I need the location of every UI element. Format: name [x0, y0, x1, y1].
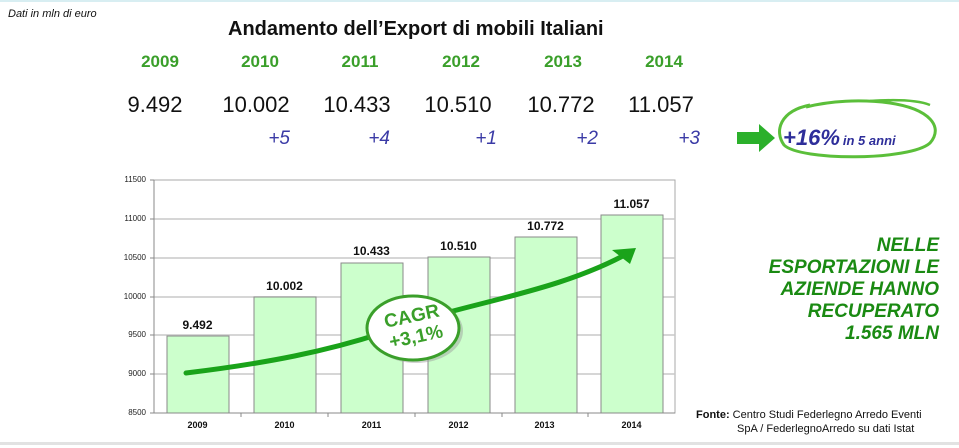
callout-line: NELLE — [876, 235, 939, 256]
source-line-1: Centro Studi Federlegno Arredo Eventi — [732, 409, 922, 421]
x-tick: 2009 — [187, 420, 208, 430]
export-bar-chart — [150, 179, 676, 417]
year-header: 2011 — [341, 52, 379, 71]
growth-percent: +16% — [783, 125, 840, 150]
y-tick: 9000 — [128, 369, 146, 378]
highlight-ring-icon — [778, 98, 937, 159]
y-tick: 11000 — [124, 214, 146, 223]
year-header: 2010 — [241, 52, 279, 71]
callout-line: AZIENDE HANNO — [780, 279, 939, 300]
bar-value-label: 10.772 — [527, 219, 564, 233]
bar-value-label: 11.057 — [613, 197, 650, 211]
growth-summary: +16% in 5 anni — [783, 125, 896, 151]
source-note: Fonte: Centro Studi Federlegno Arredo Ev… — [696, 408, 922, 436]
export-value: 10.002 — [222, 92, 290, 117]
export-value: 10.433 — [323, 92, 391, 117]
delta-value: +5 — [268, 128, 290, 149]
callout-line: ESPORTAZIONI LE — [768, 257, 939, 278]
growth-period: in 5 anni — [842, 133, 896, 148]
export-value: 11.057 — [628, 92, 694, 117]
y-tick: 9500 — [128, 330, 146, 339]
y-tick: 10500 — [123, 253, 146, 262]
export-value: 10.772 — [527, 92, 595, 117]
year-header: 2012 — [442, 52, 480, 71]
delta-value: +1 — [475, 128, 497, 149]
unit-note: Dati in mln di euro — [8, 8, 97, 20]
year-header: 2013 — [544, 52, 582, 71]
page-title: Andamento dell’Export di mobili Italiani — [228, 18, 604, 40]
delta-value: +4 — [368, 128, 390, 149]
x-tick: 2012 — [448, 420, 469, 430]
delta-value: +2 — [576, 128, 598, 149]
year-header: 2014 — [645, 52, 683, 71]
right-arrow-icon — [737, 124, 775, 152]
x-tick: 2014 — [621, 420, 642, 430]
x-tick: 2010 — [274, 420, 295, 430]
bar-value-label: 10.510 — [440, 239, 477, 253]
recovery-callout: NELLE ESPORTAZIONI LE AZIENDE HANNO RECU… — [689, 235, 939, 345]
source-label: Fonte: — [696, 409, 730, 421]
bottom-divider — [0, 442, 959, 445]
export-value: 10.510 — [424, 92, 492, 117]
y-tick: 8500 — [128, 408, 146, 417]
y-tick: 10000 — [123, 292, 146, 301]
source-line-2: SpA / FederlegnoArredo su dati Istat — [737, 423, 915, 435]
delta-value: +3 — [678, 128, 700, 149]
bar-value-label: 10.002 — [266, 279, 303, 293]
export-value: 9.492 — [127, 92, 183, 117]
cagr-badge-icon — [365, 294, 463, 363]
x-tick: 2011 — [361, 420, 382, 430]
callout-line: RECUPERATO — [807, 301, 939, 322]
year-header: 2009 — [141, 52, 179, 71]
callout-line: 1.565 MLN — [845, 323, 939, 344]
x-tick: 2013 — [534, 420, 555, 430]
bar-value-label: 10.433 — [353, 244, 390, 258]
y-tick: 11500 — [124, 175, 146, 184]
bar-value-label: 9.492 — [182, 318, 213, 332]
